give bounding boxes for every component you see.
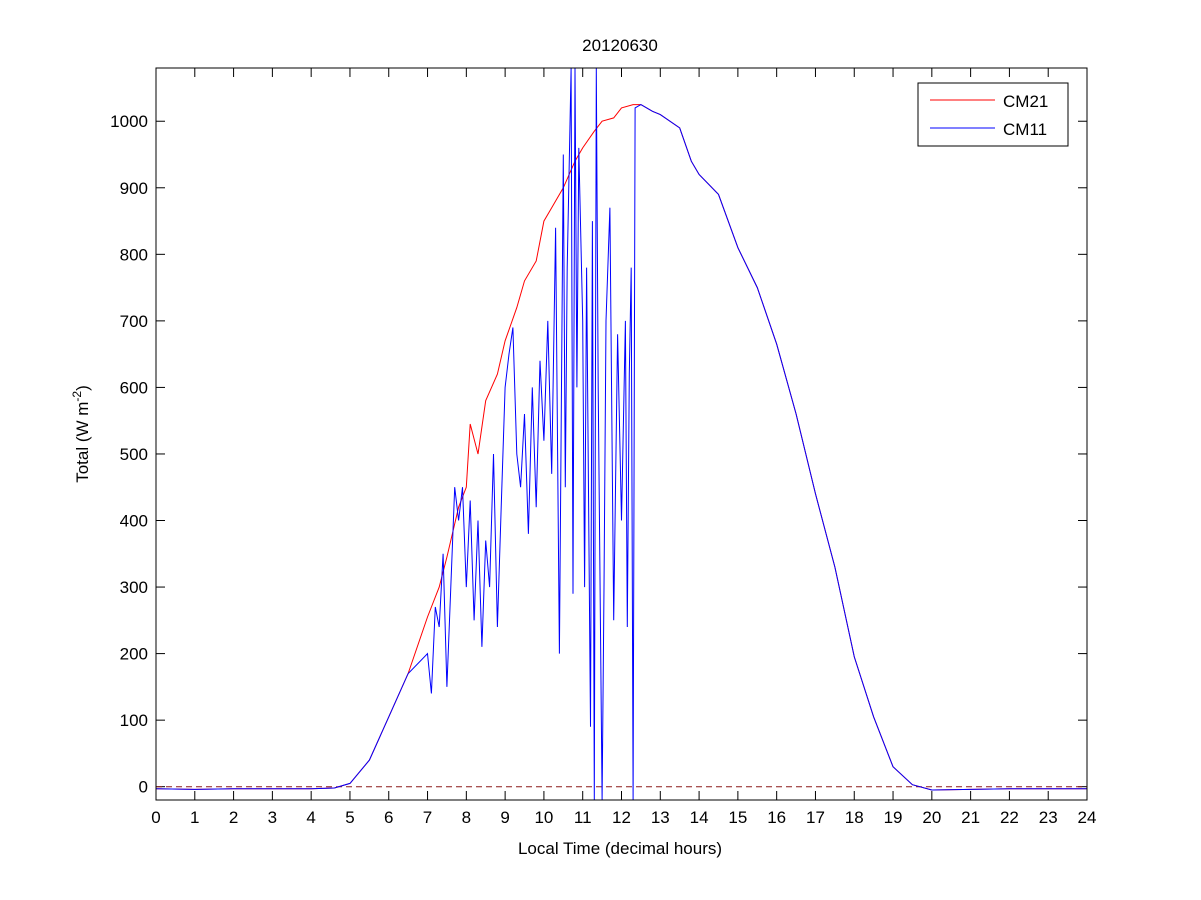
x-tick-label: 22 [1000, 808, 1019, 827]
x-tick-label: 13 [651, 808, 670, 827]
x-axis-label: Local Time (decimal hours) [518, 839, 722, 858]
x-tick-label: 15 [728, 808, 747, 827]
x-tick-label: 19 [884, 808, 903, 827]
plot-frame [155, 67, 1088, 801]
x-tick-label: 14 [690, 808, 709, 827]
x-tick-label: 20 [922, 808, 941, 827]
axis-ticks: 0 1 2 3 4 5 6 7 8 9 10 11 12 13 14 15 16 17 18 19 20 21 22 23 24… [110, 68, 1096, 827]
y-tick-label: 600 [120, 378, 148, 397]
series-line-cm11 [156, 68, 1087, 800]
x-tick-label: 0 [151, 808, 160, 827]
x-tick-label: 3 [268, 808, 277, 827]
y-tick-label: 500 [120, 445, 148, 464]
y-axis-label-end: ) [73, 385, 92, 391]
y-tick-label: 300 [120, 578, 148, 597]
x-tick-label: 7 [423, 808, 432, 827]
y-tick-label: 200 [120, 645, 148, 664]
y-tick-label: 700 [120, 312, 148, 331]
legend: CM21 CM11 [917, 82, 1069, 147]
x-tick-label: 23 [1039, 808, 1058, 827]
legend-label-cm11: CM11 [1003, 120, 1047, 139]
x-tick-label: 11 [574, 808, 592, 827]
y-tick-label: 1000 [110, 112, 148, 131]
y-tick-label: 100 [120, 711, 148, 730]
x-tick-label: 1 [190, 808, 199, 827]
x-tick-label: 16 [767, 808, 786, 827]
x-tick-label: 8 [462, 808, 471, 827]
x-tick-label: 21 [961, 808, 980, 827]
legend-box [917, 82, 1069, 147]
y-tick-label: 900 [120, 179, 148, 198]
x-tick-label: 12 [612, 808, 631, 827]
x-tick-label: 6 [384, 808, 393, 827]
x-tick-label: 5 [345, 808, 354, 827]
x-tick-label: 9 [500, 808, 509, 827]
chart-title: 20120630 [582, 36, 658, 55]
y-tick-label: 800 [120, 245, 148, 264]
x-tick-label: 4 [306, 808, 315, 827]
x-tick-label: 10 [534, 808, 553, 827]
y-axis-label: Total (W m-2) [70, 385, 92, 483]
y-axis-label-main: Total (W m [73, 402, 92, 483]
series-lines [156, 68, 1087, 800]
y-axis-label-sup: -2 [70, 391, 84, 402]
y-tick-label: 400 [120, 512, 148, 531]
x-tick-label: 2 [229, 808, 238, 827]
x-tick-label: 24 [1078, 808, 1097, 827]
x-tick-label: 18 [845, 808, 864, 827]
x-tick-label: 17 [806, 808, 825, 827]
series-line-cm21 [156, 104, 1087, 791]
legend-label-cm21: CM21 [1003, 92, 1048, 111]
y-tick-label: 0 [139, 778, 148, 797]
